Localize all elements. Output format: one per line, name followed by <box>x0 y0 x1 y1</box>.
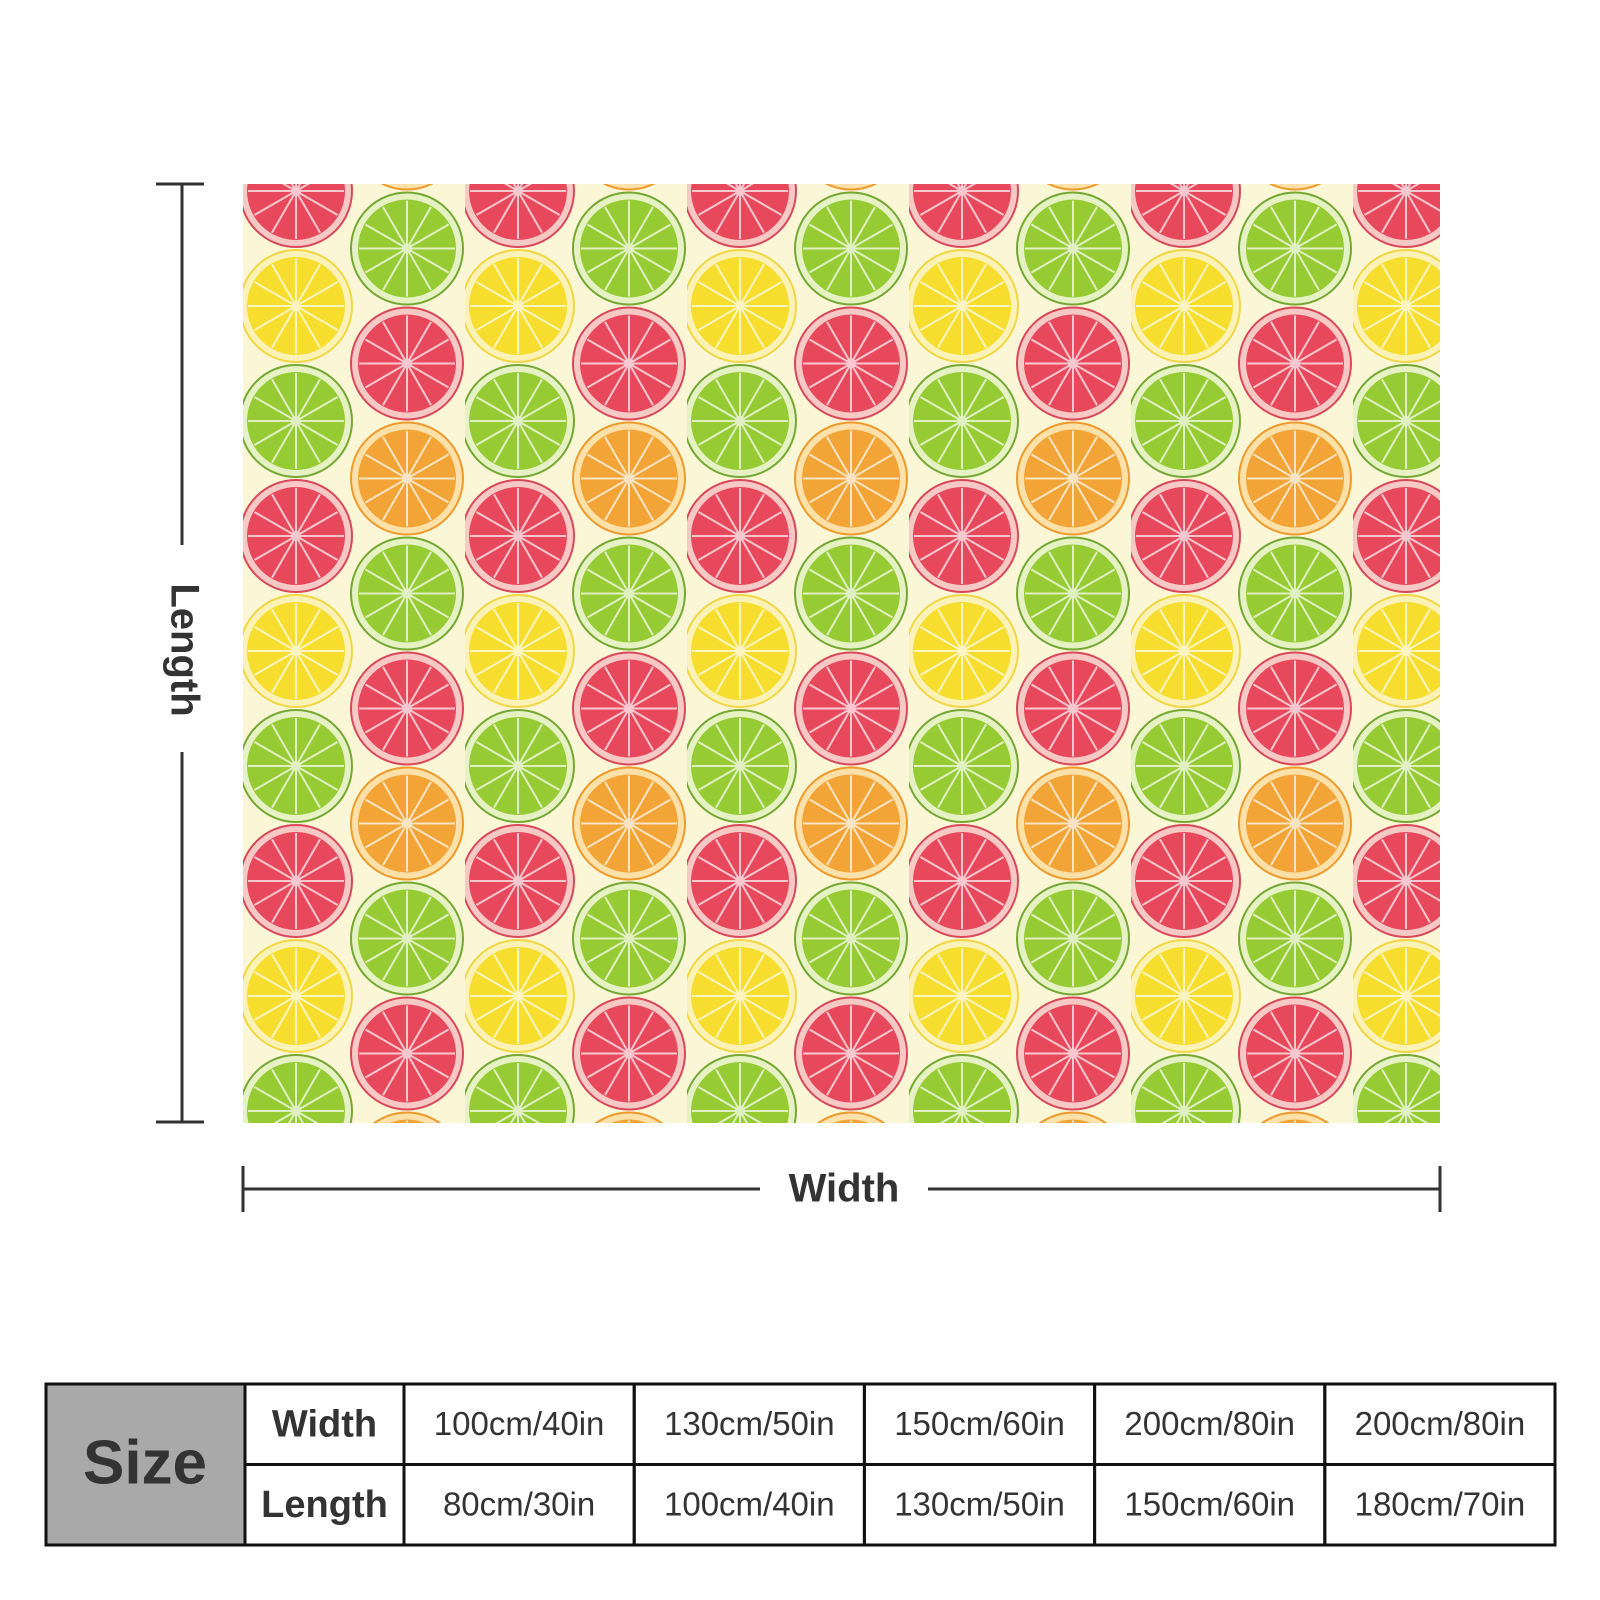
size-value: 150cm/60in <box>1124 1485 1295 1522</box>
size-value: 80cm/30in <box>443 1485 595 1522</box>
length-dimension: Length <box>156 182 206 1124</box>
size-value: 130cm/50in <box>894 1485 1065 1522</box>
size-value: 180cm/70in <box>1355 1485 1526 1522</box>
size-value: 150cm/60in <box>894 1405 1065 1442</box>
size-value: 130cm/50in <box>664 1405 835 1442</box>
blanket <box>243 184 1440 1123</box>
width-dimension: Width <box>241 1166 1442 1212</box>
size-value: 100cm/40in <box>434 1405 605 1442</box>
row-label: Length <box>261 1484 388 1526</box>
size-value: 100cm/40in <box>664 1485 835 1522</box>
size-header: Size <box>83 1428 207 1497</box>
size-cell <box>1323 1463 1557 1547</box>
row-label: Width <box>272 1403 377 1445</box>
size-header-cell <box>46 1384 245 1545</box>
size-table: Size Width 100cm/40in 130cm/50in 150cm/60in… <box>44 1382 1557 1547</box>
size-value: 200cm/80in <box>1355 1405 1526 1442</box>
width-label: Width <box>789 1167 900 1211</box>
size-value: 200cm/80in <box>1124 1405 1295 1442</box>
length-label: Length <box>162 583 206 716</box>
